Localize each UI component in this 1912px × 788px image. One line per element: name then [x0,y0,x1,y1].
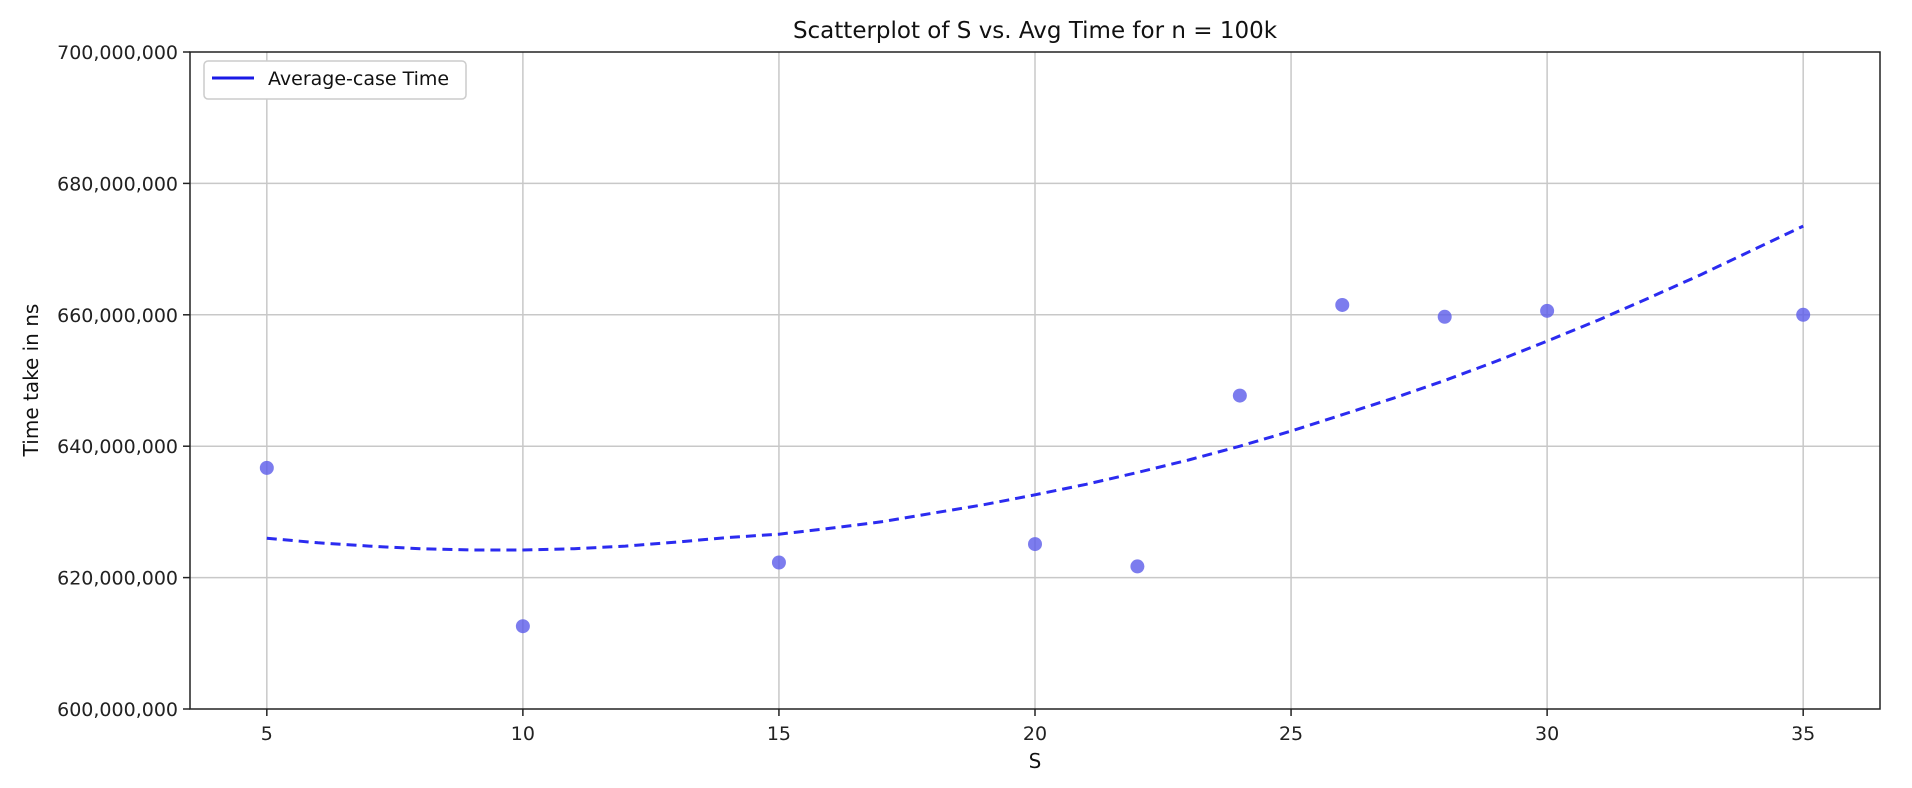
legend-box [203,60,467,100]
y-axis-label: Time take in ns [19,304,43,458]
grid-lines [190,52,1880,709]
scatter-point [1028,537,1042,552]
y-tick-label: 660,000,000 [57,305,178,327]
scatter-point [515,619,530,634]
x-tick-label: 10 [511,723,535,745]
x-tick-label: 20 [1023,723,1047,745]
x-tick-label: 30 [1535,723,1559,745]
scatter-point [1232,388,1247,403]
trend-line-average-case-time [266,224,1804,552]
y-axis-ticks: 600,000,000 620,000,000 640,000,000 660,000… [57,42,190,721]
y-tick-label: 700,000,000 [57,42,178,64]
plot-area [259,224,1811,634]
x-tick-label: 5 [261,723,273,745]
scatter-point [1130,559,1145,574]
chart-title: Scatterplot of S vs. Avg Time for n = 10… [793,18,1278,44]
scatter-point [259,460,274,475]
legend: Average-case Time [203,60,467,100]
scatter-point [1437,309,1452,324]
scatter-point [1540,303,1555,318]
x-tick-label: 35 [1791,723,1815,745]
y-tick-label: 620,000,000 [57,568,178,590]
x-tick-label: 15 [767,723,791,745]
y-tick-label: 680,000,000 [57,173,178,195]
x-axis-ticks: 5 10 15 20 25 30 35 [261,709,1815,745]
legend-label-average-case-time: Average-case Time [268,68,449,90]
x-tick-label: 25 [1279,723,1303,745]
y-tick-label: 640,000,000 [57,436,178,458]
scatter-point [1796,307,1811,322]
y-tick-label: 600,000,000 [57,699,178,721]
scatter-point [771,555,786,570]
scatter-point [1335,297,1350,312]
x-axis-label: S [1029,749,1042,773]
